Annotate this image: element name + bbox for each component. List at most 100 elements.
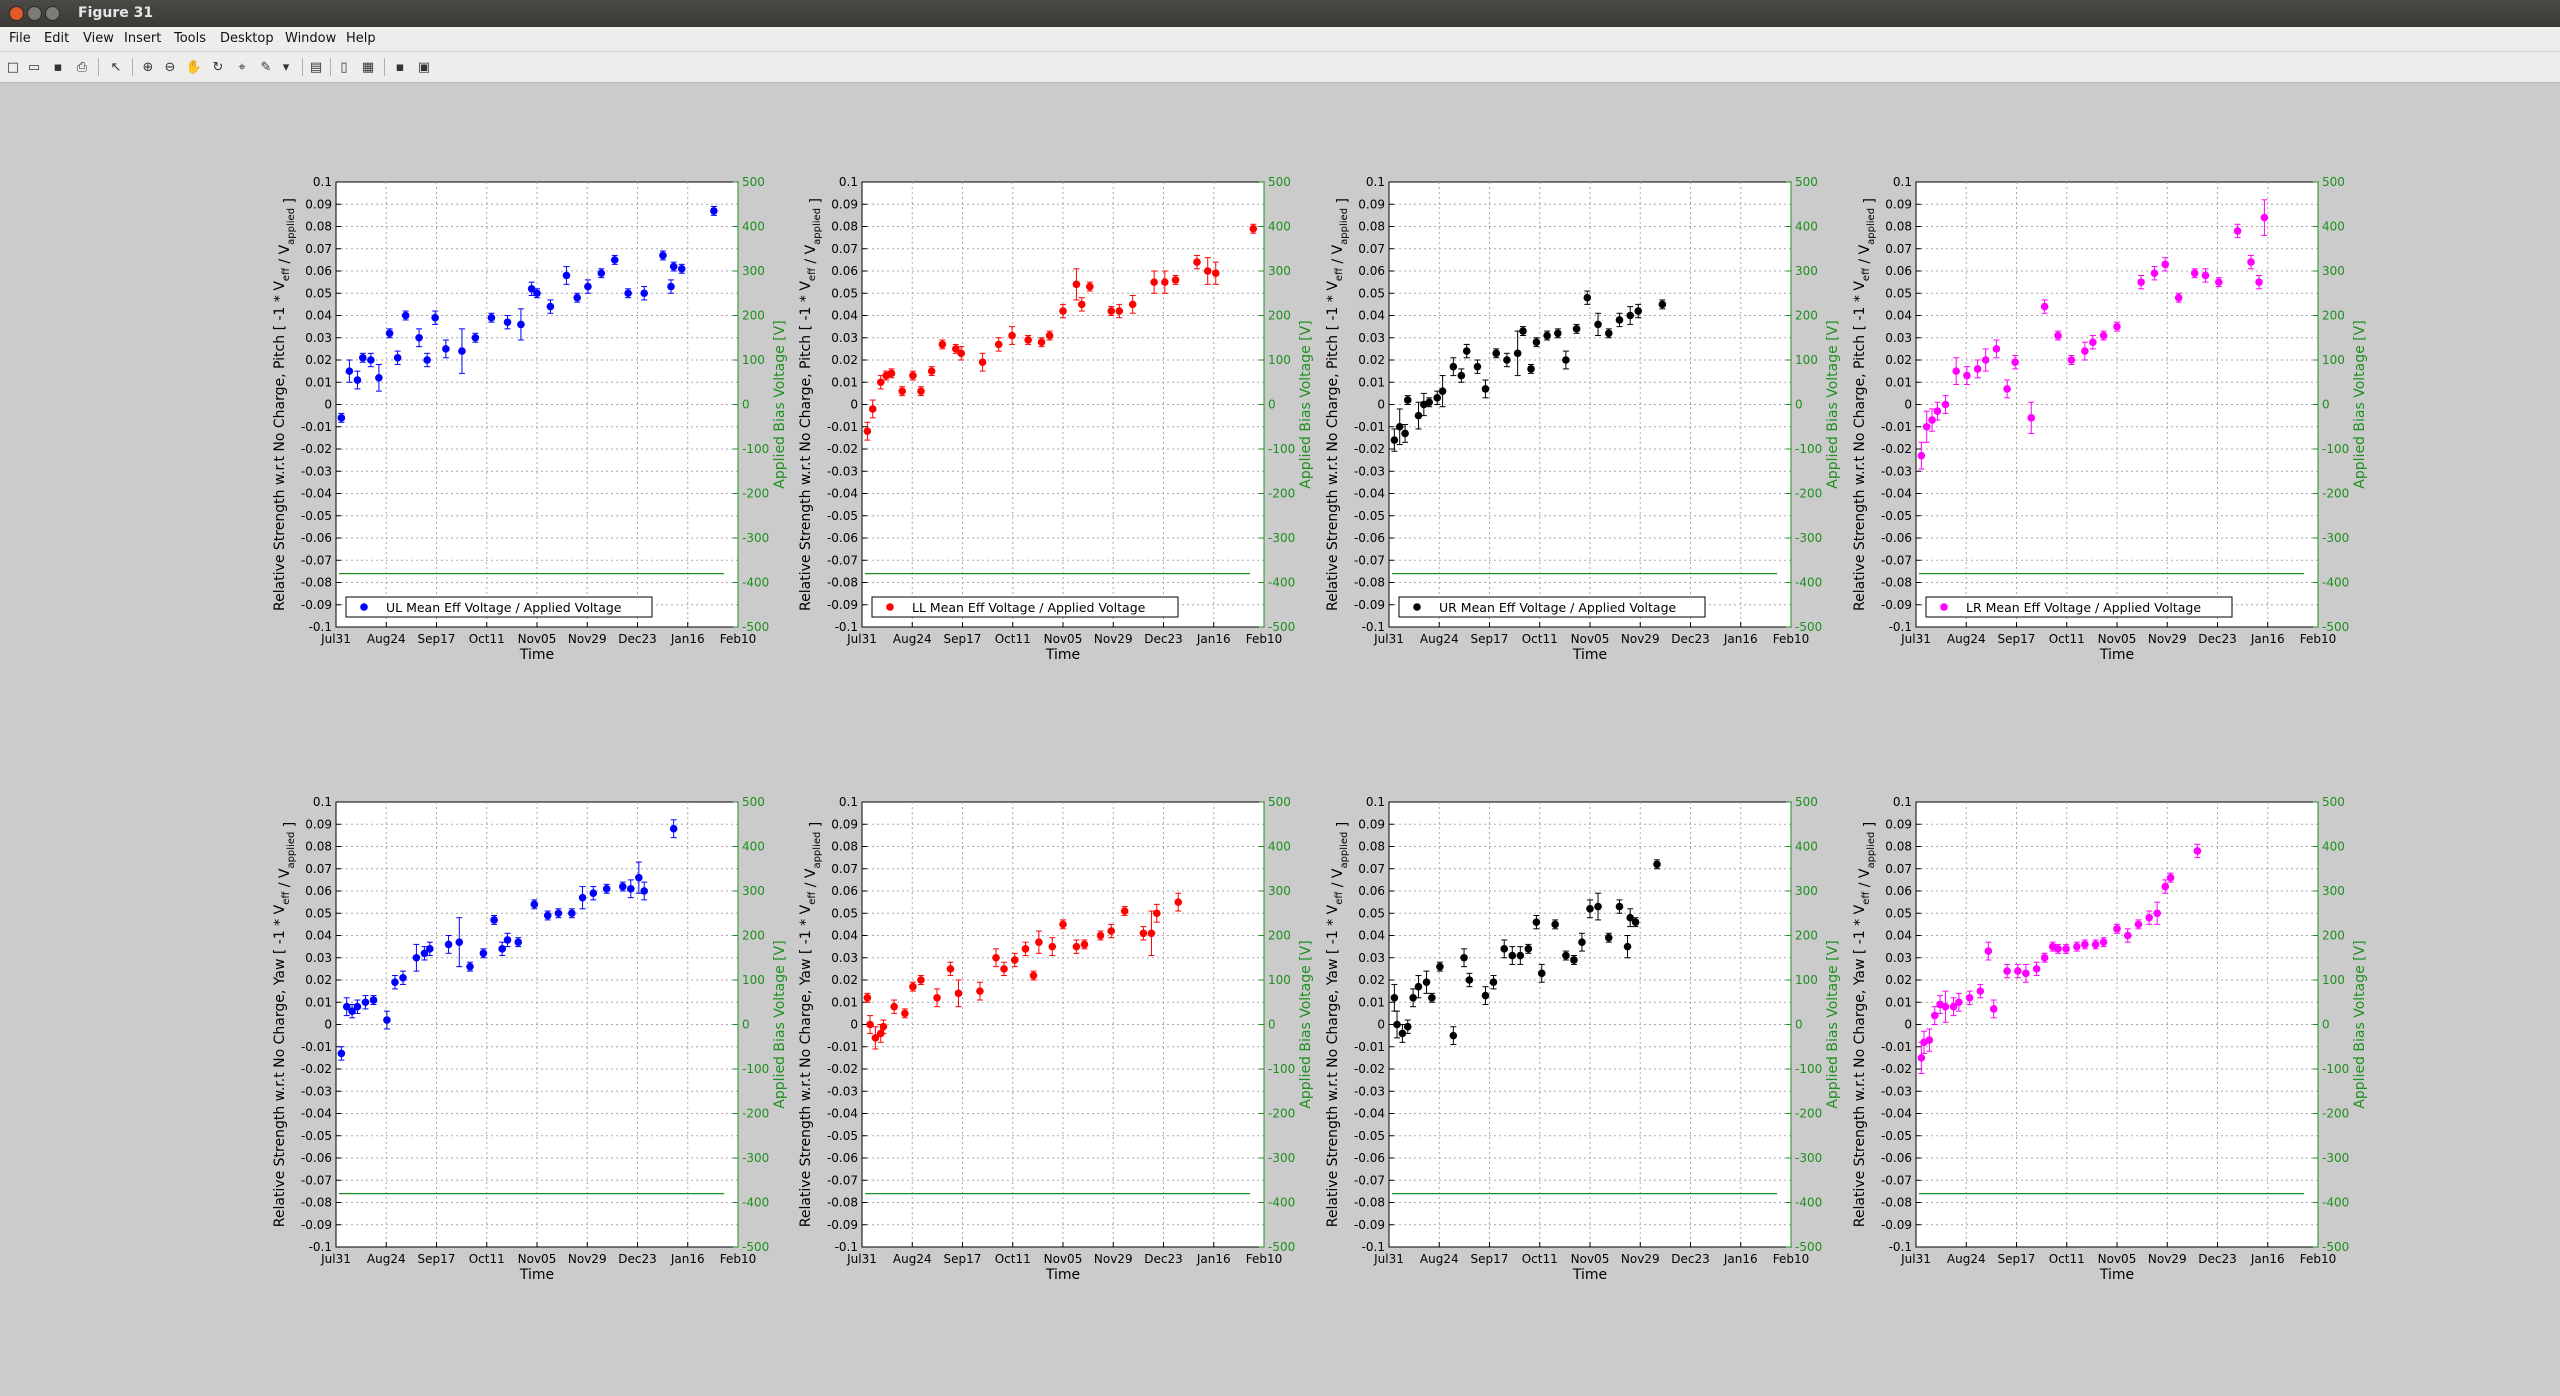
- menu-insert[interactable]: Insert: [124, 31, 162, 46]
- close-window-icon[interactable]: [9, 6, 24, 21]
- y-tick-label: 0.08: [1885, 220, 1912, 234]
- x-tick-label: Nov05: [1571, 1252, 1610, 1266]
- pointer-icon[interactable]: ↖: [110, 59, 122, 75]
- data-point: [1658, 300, 1667, 309]
- y-tick-label: 0.1: [839, 175, 858, 189]
- legend-box[interactable]: [1925, 596, 2233, 618]
- x-tick-label: Sep17: [944, 1252, 982, 1266]
- y2-tick-label: 100: [1268, 353, 1291, 367]
- y2-tick-label: -100: [1268, 442, 1295, 456]
- data-point: [1492, 349, 1500, 358]
- data-point: [2081, 940, 2089, 949]
- y2-tick-label: 100: [742, 973, 765, 987]
- x-tick-label: Aug24: [367, 632, 406, 646]
- legend-label: UR Mean Eff Voltage / Applied Voltage: [1439, 600, 1677, 615]
- print-icon[interactable]: ⎙: [76, 59, 88, 75]
- dock-icon[interactable]: ▣: [417, 59, 431, 75]
- y-tick-label: -0.04: [1354, 1107, 1385, 1121]
- x-tick-label: Aug24: [1420, 1252, 1459, 1266]
- y-tick-label: -0.08: [301, 1196, 332, 1210]
- menu-view[interactable]: View: [83, 31, 114, 46]
- legend-box[interactable]: [871, 596, 1179, 618]
- y-tick-label: -0.09: [301, 1218, 332, 1232]
- legend-box[interactable]: [1398, 596, 1706, 618]
- x-tick-label: Oct11: [1522, 1252, 1558, 1266]
- colorbar-icon[interactable]: ▤: [309, 59, 323, 75]
- data-point: [533, 289, 541, 298]
- brush-icon[interactable]: ✎: [260, 59, 272, 75]
- y-tick-label: -0.06: [827, 1151, 858, 1165]
- data-point: [610, 256, 619, 264]
- y-tick-label: -0.01: [1354, 1040, 1385, 1054]
- y2-axis-label: Applied Bias Voltage [V]: [1298, 320, 1314, 488]
- data-point: [1508, 951, 1517, 960]
- data-point: [938, 340, 947, 349]
- y-tick-label: 0.1: [1893, 175, 1912, 189]
- data-point: [1917, 1054, 1926, 1062]
- rotate-icon[interactable]: ↻: [212, 59, 224, 75]
- data-point: [1128, 300, 1137, 309]
- open-file-icon[interactable]: ▭: [27, 59, 41, 75]
- data-point: [1981, 356, 1990, 364]
- minimize-window-icon[interactable]: [27, 6, 42, 21]
- y2-tick-label: -500: [1268, 1240, 1295, 1254]
- data-point: [420, 949, 429, 958]
- y2-tick-label: 0: [1795, 1018, 1803, 1032]
- menu-tools[interactable]: Tools: [174, 31, 207, 46]
- legend-icon[interactable]: ▯: [340, 59, 348, 75]
- x-tick-label: Nov05: [1571, 632, 1610, 646]
- menu-desktop[interactable]: Desktop: [220, 31, 274, 46]
- y-tick-label: 0.07: [305, 242, 332, 256]
- data-point: [589, 889, 598, 898]
- menu-window[interactable]: Window: [285, 31, 337, 46]
- y-tick-label: 0.09: [831, 197, 858, 211]
- y-axis-label: Relative Strength w.r.t No Charge, Pitch…: [798, 198, 824, 611]
- data-point: [1532, 918, 1541, 926]
- menu-file[interactable]: File: [9, 31, 31, 46]
- y-tick-label: -0.08: [1881, 576, 1912, 590]
- data-point: [1398, 1029, 1407, 1038]
- y2-tick-label: -500: [2322, 620, 2349, 634]
- menu-edit[interactable]: Edit: [44, 31, 70, 46]
- data-point: [1604, 329, 1613, 338]
- y-tick-label: -0.1: [835, 620, 858, 634]
- data-point: [1562, 356, 1570, 364]
- legend-box[interactable]: [345, 596, 653, 618]
- y2-tick-label: -200: [742, 487, 769, 501]
- y-tick-label: 0.07: [831, 862, 858, 876]
- new-figure-icon[interactable]: □: [6, 59, 20, 75]
- legend-marker: [1940, 603, 1948, 611]
- data-point: [1449, 362, 1458, 371]
- data-point: [426, 945, 434, 953]
- x-tick-label: Aug24: [1947, 632, 1986, 646]
- data-point: [1500, 945, 1509, 953]
- maximize-window-icon[interactable]: [45, 6, 60, 21]
- x-tick-label: Dec23: [618, 1252, 657, 1266]
- data-cursor-icon[interactable]: ⌖: [238, 59, 246, 75]
- y-tick-label: -0.01: [301, 420, 332, 434]
- x-tick-label: Sep17: [1998, 632, 2036, 646]
- data-point: [909, 371, 917, 380]
- data-point: [1594, 902, 1602, 911]
- data-point: [1952, 367, 1960, 375]
- pan-icon[interactable]: ✋: [185, 59, 203, 75]
- link-icon[interactable]: ▾: [282, 59, 290, 75]
- data-point: [1955, 998, 1963, 1007]
- data-point: [2099, 331, 2108, 340]
- show-plot-tools-icon[interactable]: ▪: [395, 59, 405, 75]
- y2-axis-label: Applied Bias Voltage [V]: [772, 940, 788, 1108]
- data-point: [946, 965, 955, 973]
- save-icon[interactable]: ▪: [53, 59, 63, 75]
- x-tick-label: Oct11: [469, 1252, 505, 1266]
- zoom-out-icon[interactable]: ⊖: [164, 59, 176, 75]
- data-point: [546, 302, 555, 311]
- y-tick-label: -0.03: [301, 1084, 332, 1098]
- y-tick-label: -0.03: [1354, 1084, 1385, 1098]
- data-point: [1634, 307, 1643, 315]
- zoom-in-icon[interactable]: ⊕: [142, 59, 154, 75]
- data-point: [2089, 338, 2097, 346]
- y2-tick-label: 200: [2322, 309, 2345, 323]
- menu-help[interactable]: Help: [346, 31, 376, 46]
- hide-plot-tools-icon[interactable]: ▦: [361, 59, 375, 75]
- data-point: [2091, 940, 2100, 949]
